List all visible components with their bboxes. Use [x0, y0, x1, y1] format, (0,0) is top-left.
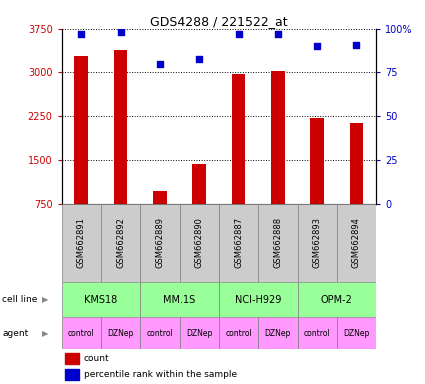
- Bar: [258, 204, 297, 282]
- Bar: [101, 317, 140, 349]
- Text: DZNep: DZNep: [186, 329, 212, 338]
- Title: GDS4288 / 221522_at: GDS4288 / 221522_at: [150, 15, 288, 28]
- Bar: [62, 204, 101, 282]
- Point: [196, 55, 203, 61]
- Text: MM.1S: MM.1S: [164, 295, 196, 305]
- Point: [117, 29, 124, 35]
- Text: GSM662894: GSM662894: [352, 217, 361, 268]
- Bar: [298, 204, 337, 282]
- Bar: [258, 317, 297, 349]
- Text: GSM662889: GSM662889: [156, 217, 164, 268]
- Bar: [179, 204, 219, 282]
- Text: count: count: [84, 354, 109, 363]
- Bar: [101, 204, 140, 282]
- Text: GSM662890: GSM662890: [195, 217, 204, 268]
- Bar: [271, 71, 285, 247]
- Text: control: control: [225, 329, 252, 338]
- Point: [275, 31, 281, 37]
- Bar: [153, 191, 167, 247]
- Text: GSM662887: GSM662887: [234, 217, 243, 268]
- Text: ▶: ▶: [42, 329, 48, 338]
- Text: GSM662893: GSM662893: [313, 217, 322, 268]
- Bar: [219, 204, 258, 282]
- Bar: [65, 353, 79, 364]
- Text: control: control: [147, 329, 173, 338]
- Point: [353, 41, 360, 48]
- Bar: [74, 56, 88, 247]
- Text: GSM662892: GSM662892: [116, 217, 125, 268]
- Text: agent: agent: [2, 329, 28, 338]
- Bar: [62, 317, 101, 349]
- Bar: [65, 369, 79, 381]
- Bar: [298, 317, 337, 349]
- Text: DZNep: DZNep: [108, 329, 134, 338]
- Text: DZNep: DZNep: [343, 329, 370, 338]
- Text: DZNep: DZNep: [265, 329, 291, 338]
- Bar: [219, 282, 298, 317]
- Point: [156, 61, 163, 67]
- Text: control: control: [68, 329, 95, 338]
- Bar: [350, 123, 363, 247]
- Text: KMS18: KMS18: [84, 295, 118, 305]
- Point: [314, 43, 320, 49]
- Bar: [140, 204, 179, 282]
- Bar: [179, 317, 219, 349]
- Bar: [337, 204, 376, 282]
- Text: NCI-H929: NCI-H929: [235, 295, 281, 305]
- Point: [235, 31, 242, 37]
- Bar: [114, 50, 128, 247]
- Bar: [62, 282, 140, 317]
- Point: [78, 31, 85, 37]
- Text: OPM-2: OPM-2: [321, 295, 353, 305]
- Bar: [310, 118, 324, 247]
- Text: control: control: [304, 329, 331, 338]
- Bar: [219, 317, 258, 349]
- Bar: [298, 282, 376, 317]
- Text: cell line: cell line: [2, 295, 37, 304]
- Text: GSM662891: GSM662891: [77, 217, 86, 268]
- Text: ▶: ▶: [42, 295, 48, 304]
- Text: percentile rank within the sample: percentile rank within the sample: [84, 370, 237, 379]
- Bar: [232, 74, 245, 247]
- Bar: [140, 317, 179, 349]
- Bar: [193, 164, 206, 247]
- Bar: [140, 282, 219, 317]
- Text: GSM662888: GSM662888: [273, 217, 282, 268]
- Bar: [337, 317, 376, 349]
